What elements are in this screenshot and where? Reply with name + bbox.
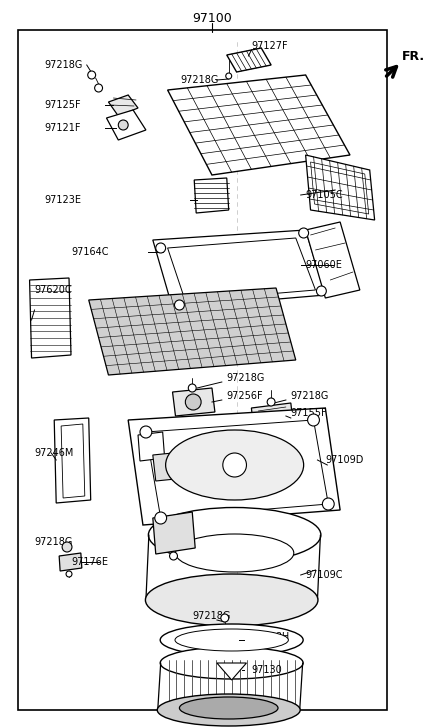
Polygon shape xyxy=(168,75,350,175)
Text: 97127F: 97127F xyxy=(252,41,288,51)
Polygon shape xyxy=(107,110,146,140)
Circle shape xyxy=(185,394,201,410)
Text: 97620C: 97620C xyxy=(34,285,72,295)
Polygon shape xyxy=(252,403,294,435)
Text: 97176E: 97176E xyxy=(71,557,108,567)
Polygon shape xyxy=(108,95,138,116)
Text: FR.: FR. xyxy=(402,50,425,63)
Text: 97218G: 97218G xyxy=(44,60,83,70)
Circle shape xyxy=(175,300,184,310)
Polygon shape xyxy=(227,48,271,72)
Circle shape xyxy=(169,552,178,560)
Text: 97164C: 97164C xyxy=(71,247,108,257)
Ellipse shape xyxy=(179,697,278,719)
Ellipse shape xyxy=(160,624,303,656)
Polygon shape xyxy=(217,663,246,680)
Text: 97218G: 97218G xyxy=(192,611,230,621)
Circle shape xyxy=(267,398,275,406)
Circle shape xyxy=(88,71,95,79)
Text: 97218G: 97218G xyxy=(227,373,265,383)
Polygon shape xyxy=(153,512,195,554)
Circle shape xyxy=(221,614,229,622)
Polygon shape xyxy=(30,278,71,358)
Circle shape xyxy=(226,73,232,79)
Circle shape xyxy=(223,453,246,477)
Polygon shape xyxy=(306,222,360,298)
Polygon shape xyxy=(153,452,185,481)
Ellipse shape xyxy=(148,507,321,563)
Bar xyxy=(18,30,387,710)
Text: 97218G: 97218G xyxy=(181,75,219,85)
Text: 97109C: 97109C xyxy=(306,570,343,580)
Polygon shape xyxy=(306,155,375,220)
Polygon shape xyxy=(128,408,340,525)
Polygon shape xyxy=(54,418,91,503)
Circle shape xyxy=(140,426,152,438)
Text: 97218G: 97218G xyxy=(34,537,73,547)
Circle shape xyxy=(118,120,128,130)
Text: 97246M: 97246M xyxy=(34,448,74,458)
Polygon shape xyxy=(168,238,316,301)
Circle shape xyxy=(322,498,334,510)
Text: 97121F: 97121F xyxy=(44,123,81,133)
Polygon shape xyxy=(61,424,85,498)
Circle shape xyxy=(299,228,309,238)
Polygon shape xyxy=(153,230,326,308)
Ellipse shape xyxy=(175,534,294,572)
Text: 97125F: 97125F xyxy=(44,100,81,110)
Circle shape xyxy=(188,384,196,392)
Polygon shape xyxy=(146,420,328,518)
Ellipse shape xyxy=(166,430,304,500)
Text: 97218G: 97218G xyxy=(291,391,329,401)
Polygon shape xyxy=(59,553,82,571)
Polygon shape xyxy=(194,178,229,213)
Text: 97109D: 97109D xyxy=(326,455,364,465)
Circle shape xyxy=(155,512,166,524)
Circle shape xyxy=(66,571,72,577)
Text: 97123E: 97123E xyxy=(44,195,81,205)
Polygon shape xyxy=(172,388,215,416)
Circle shape xyxy=(95,84,102,92)
Circle shape xyxy=(156,243,166,253)
Polygon shape xyxy=(138,432,165,461)
Text: 97130: 97130 xyxy=(252,665,282,675)
Circle shape xyxy=(62,542,72,552)
Circle shape xyxy=(316,286,326,296)
Ellipse shape xyxy=(160,647,303,679)
Text: 97060E: 97060E xyxy=(306,260,343,270)
Text: 97105C: 97105C xyxy=(306,190,343,200)
Ellipse shape xyxy=(157,694,300,726)
Text: 97155F: 97155F xyxy=(291,408,328,418)
Text: 97248H: 97248H xyxy=(252,632,290,642)
Ellipse shape xyxy=(145,574,318,626)
Text: 97100: 97100 xyxy=(192,12,232,25)
Polygon shape xyxy=(89,288,296,375)
Circle shape xyxy=(307,414,319,426)
Text: 97256F: 97256F xyxy=(227,391,264,401)
Ellipse shape xyxy=(175,629,289,651)
